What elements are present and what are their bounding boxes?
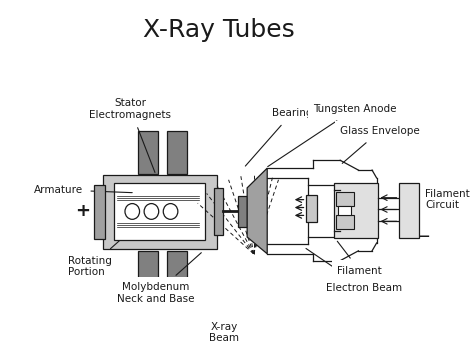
Text: Filament
Circuit: Filament Circuit	[419, 189, 470, 211]
Bar	[334, 183, 378, 238]
Bar	[238, 196, 247, 227]
Bar	[336, 215, 354, 229]
Text: Stator
Electromagnets: Stator Electromagnets	[90, 98, 172, 173]
Bar	[103, 175, 217, 249]
Bar	[114, 183, 205, 240]
Bar	[138, 131, 158, 174]
Text: +: +	[75, 202, 91, 220]
Text: Rotating
Portion: Rotating Portion	[68, 241, 119, 277]
Bar	[400, 183, 419, 238]
Text: Armature: Armature	[34, 185, 132, 195]
Circle shape	[125, 203, 139, 219]
Text: Bearing: Bearing	[246, 108, 312, 166]
Bar	[167, 251, 187, 294]
Bar	[94, 185, 105, 239]
Polygon shape	[247, 168, 267, 254]
Text: Molybdenum
Neck and Base: Molybdenum Neck and Base	[117, 253, 201, 304]
Text: Glass Envelope: Glass Envelope	[340, 126, 420, 163]
Bar	[167, 131, 187, 174]
Text: X-Ray Tubes: X-Ray Tubes	[143, 18, 295, 42]
Bar	[214, 188, 223, 235]
Bar	[338, 206, 351, 215]
Text: Tungsten Anode: Tungsten Anode	[268, 104, 396, 166]
Bar	[138, 251, 158, 294]
Text: Electron Beam: Electron Beam	[306, 248, 402, 293]
Circle shape	[144, 203, 159, 219]
Circle shape	[163, 203, 178, 219]
Text: −: −	[415, 228, 430, 246]
Bar	[336, 192, 354, 206]
Bar	[306, 195, 318, 222]
Text: X-ray
Beam: X-ray Beam	[210, 321, 239, 343]
Text: Filament: Filament	[337, 241, 382, 275]
